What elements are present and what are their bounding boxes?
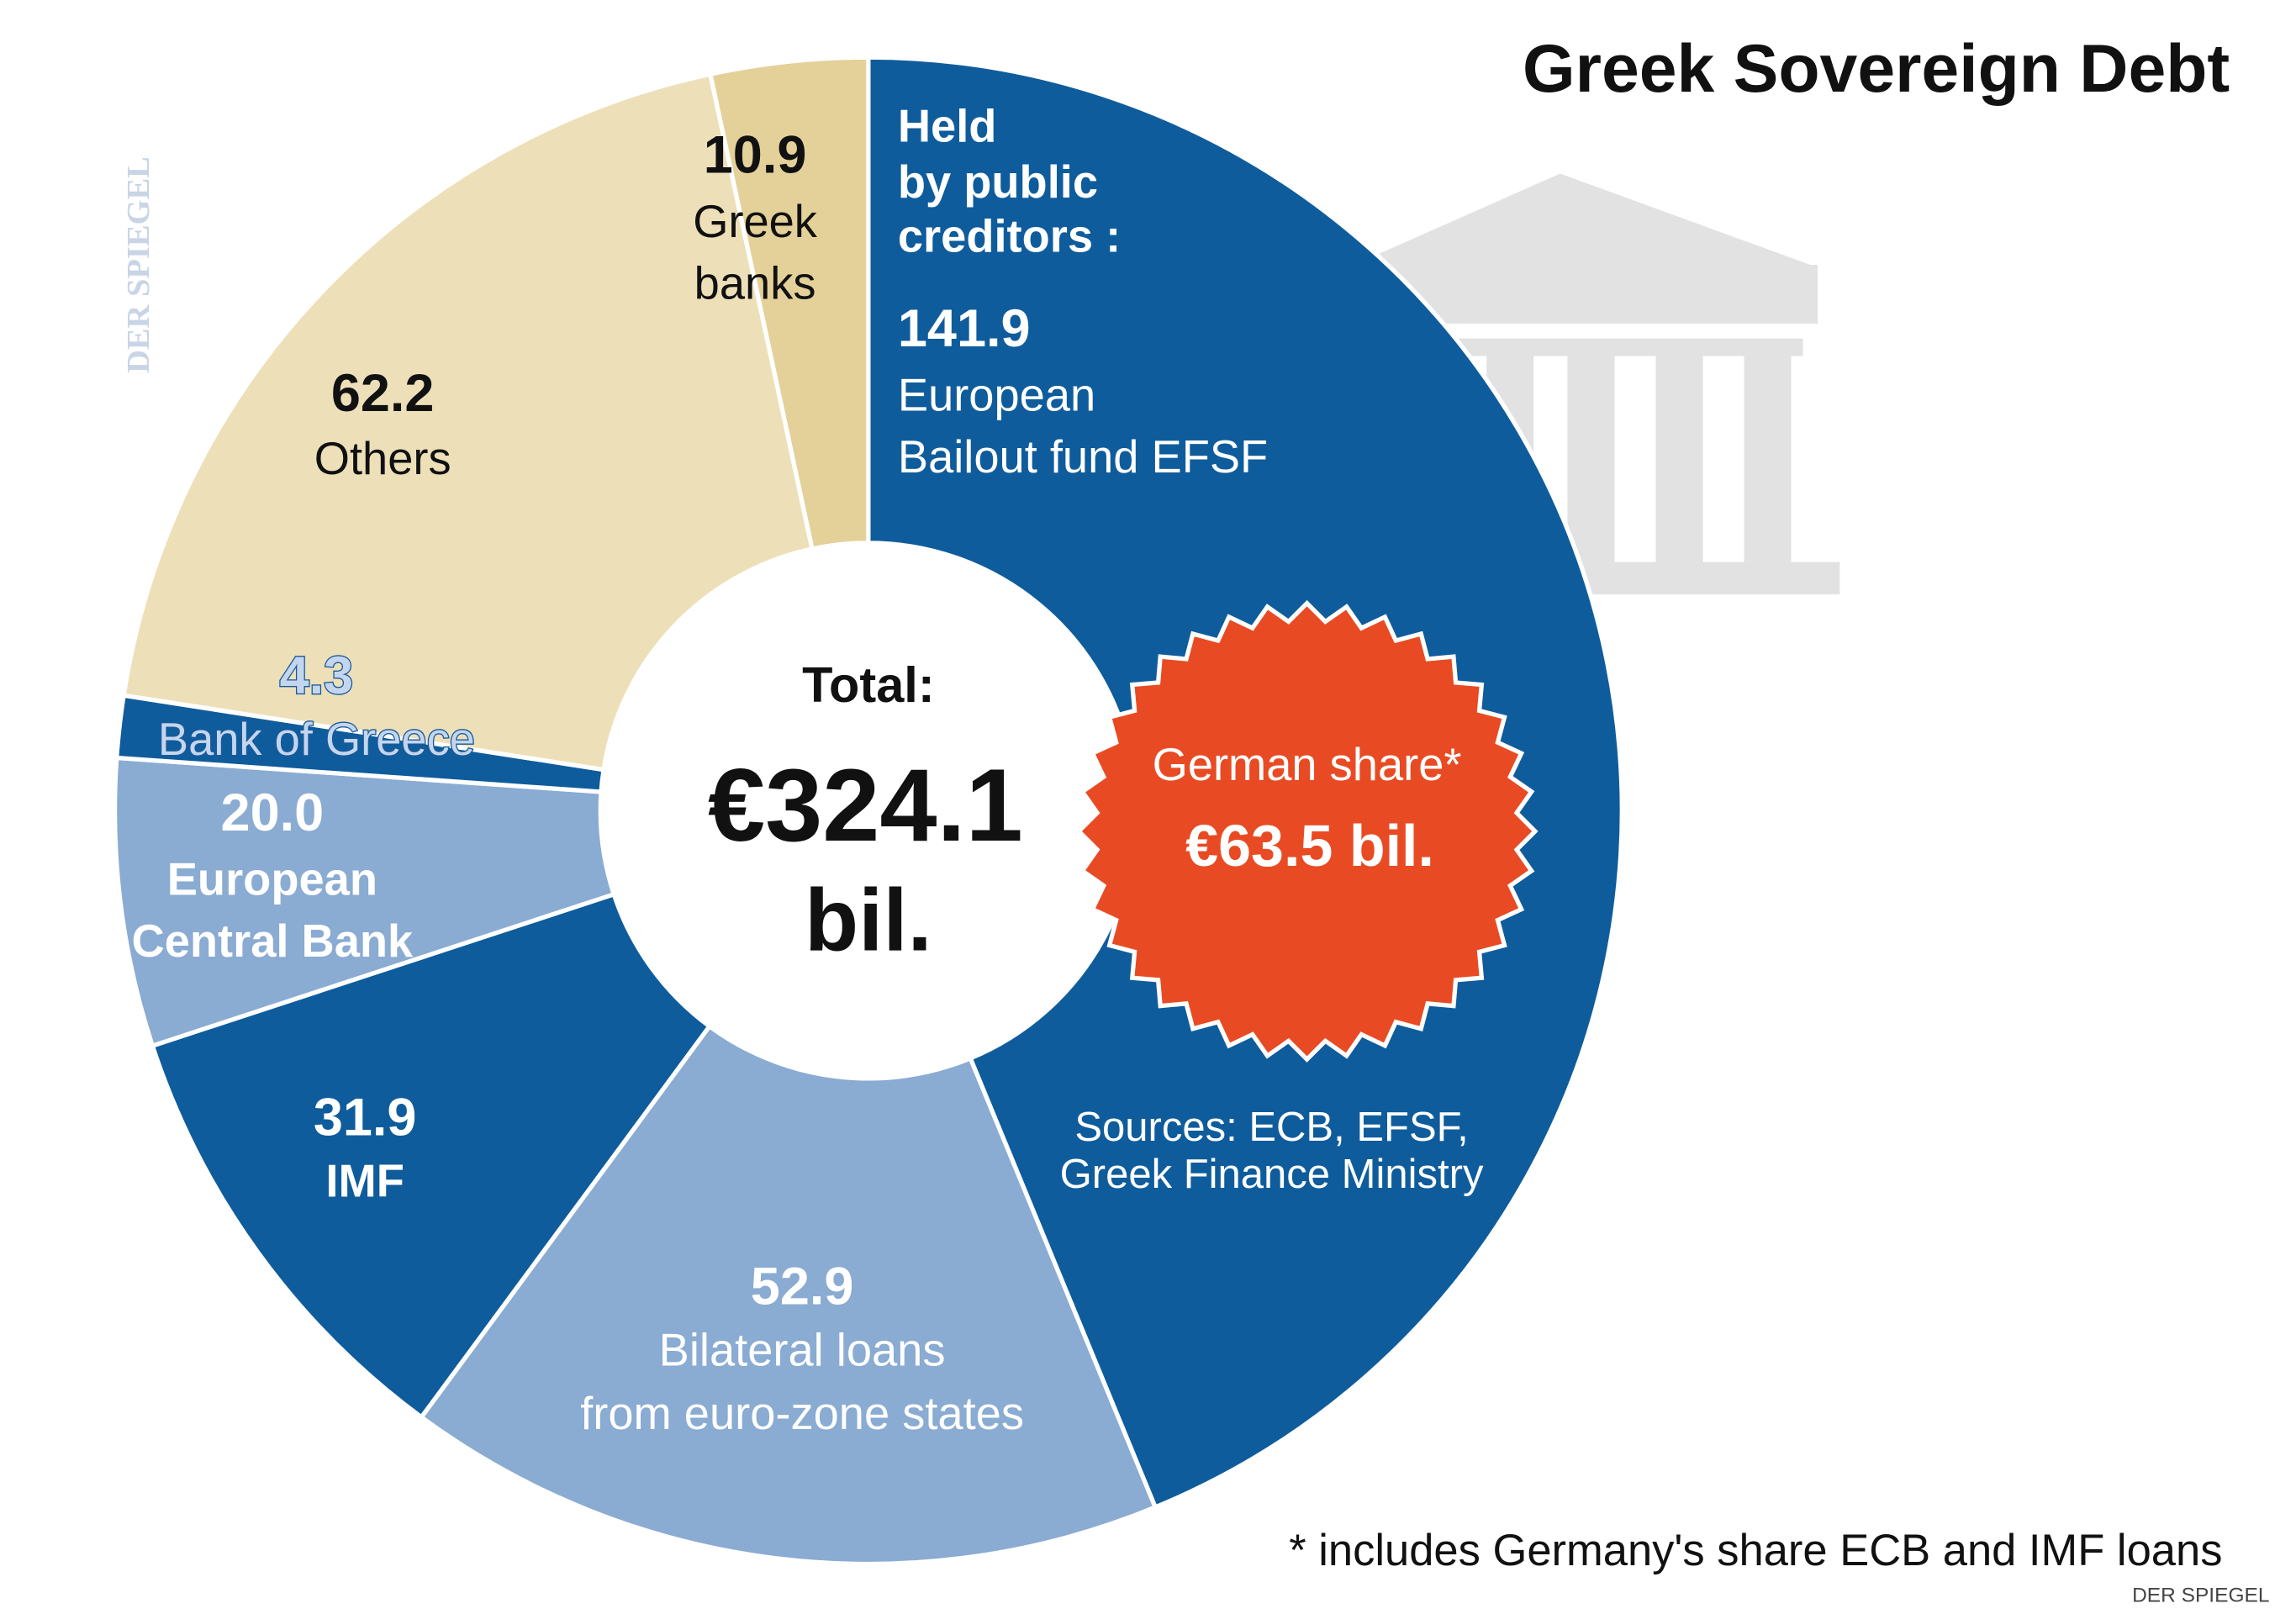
segment-label: IMF: [325, 1156, 404, 1206]
value-label: 31.9: [314, 1088, 417, 1147]
value-label: 52.9: [751, 1258, 854, 1316]
credit: DER SPIEGEL: [2132, 1584, 2269, 1606]
total-value: €324.1: [708, 747, 1023, 862]
badge: [1075, 599, 1539, 1063]
segment-label: banks: [694, 259, 816, 309]
segment-label: Greek: [693, 197, 818, 247]
temple-column: [1655, 356, 1703, 562]
donut-hole: [600, 542, 1137, 1079]
footnote: * includes Germany's share ECB and IMF l…: [1289, 1526, 2222, 1575]
segment-label: European: [167, 854, 377, 905]
badge-label: German share*: [1153, 740, 1462, 790]
watermark: DER SPIEGEL: [121, 156, 156, 373]
sources: Sources: ECB, EFSF,: [1074, 1105, 1468, 1150]
total-label: Total:: [802, 657, 935, 713]
value-label: 20.0: [221, 783, 325, 842]
temple-column: [1567, 356, 1615, 562]
value-label: 10.9: [704, 126, 807, 185]
temple-column: [1744, 356, 1792, 562]
total-unit: bil.: [805, 871, 932, 969]
segment-label: Bailout fund EFSF: [898, 432, 1268, 483]
temple-capital: [1375, 338, 1803, 356]
segment-label: European: [898, 371, 1095, 421]
segment-label: from euro-zone states: [580, 1389, 1024, 1439]
group-label: Held: [898, 101, 997, 151]
temple-roof: [1354, 173, 1811, 266]
donut: [112, 55, 1624, 1567]
sources: Greek Finance Ministry: [1060, 1152, 1484, 1197]
temple-watermark: [1346, 173, 1840, 595]
value-label: 62.2: [331, 364, 435, 423]
segment-label: Bank of Greece: [158, 715, 475, 765]
value-label: 141.9: [898, 299, 1031, 358]
badge-value: €63.5 bil.: [1185, 813, 1434, 878]
value-label: 4.3: [280, 646, 354, 705]
segment-label: Bilateral loans: [659, 1326, 946, 1376]
chart-title: Greek Sovereign Debt: [1523, 31, 2230, 107]
group-label: by public: [898, 157, 1098, 208]
group-label: creditors :: [898, 212, 1121, 262]
segment-label: Others: [314, 434, 451, 484]
segment-label: Central Bank: [132, 916, 414, 967]
